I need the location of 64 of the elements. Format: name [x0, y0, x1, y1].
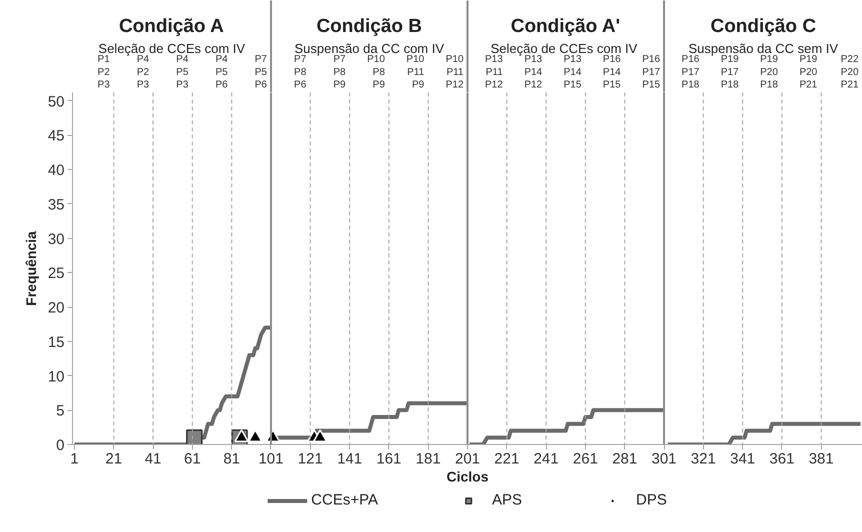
text: Suspensão da CC sem IV	[688, 41, 838, 56]
y-tick-label: 35	[48, 196, 65, 214]
text: P10 P11 P9	[406, 54, 425, 90]
y-tick-label: 40	[48, 162, 65, 179]
y-axis-title: Frequência	[22, 230, 39, 306]
legend-label: DPS	[636, 492, 667, 508]
text: P19 P17 P18	[720, 54, 740, 90]
legend-label: APS	[492, 492, 522, 508]
text: P16 P17 P18	[682, 54, 700, 90]
text: Seleção de CCEs com IV	[98, 41, 246, 56]
text: P4 P5 P3	[176, 54, 189, 90]
text: Seleção de CCEs com IV	[490, 41, 638, 56]
y-tick-label: 50	[48, 93, 65, 110]
x-tick-label: 281	[612, 450, 638, 468]
text: P13 P14 P12	[524, 54, 543, 90]
y-tick-label: 25	[48, 265, 65, 282]
text: Condição C	[710, 16, 816, 37]
text: P7 P8 P9	[333, 54, 346, 90]
y-tick-label: 20	[48, 300, 65, 316]
x-tick-label: 21	[105, 450, 122, 468]
x-tick-label: 161	[376, 450, 402, 468]
x-tick-label: 381	[808, 450, 834, 468]
y-tick-label: 15	[48, 334, 65, 351]
x-tick-label: 201	[454, 450, 480, 468]
x-tick-label: 61	[184, 450, 201, 468]
text: P13 P14 P15	[564, 54, 582, 90]
text: P22 P20 P21	[840, 54, 859, 90]
legend-label: CCEs+PA	[311, 492, 378, 508]
text: P16 P14 P15	[602, 54, 622, 90]
x-tick-label: 261	[572, 450, 598, 468]
x-tick-label: 41	[144, 450, 162, 468]
y-tick-label: 30	[48, 230, 65, 248]
x-tick-label: 121	[298, 450, 323, 468]
text: P4 P2 P3	[136, 54, 150, 90]
text: P10 P8 P9	[367, 54, 386, 90]
x-tick-label: 181	[416, 450, 441, 468]
text: P13 P11 P12	[485, 54, 504, 90]
x-tick-label: 81	[223, 450, 240, 468]
text: P4 P5 P6	[215, 54, 228, 90]
x-tick-label: 101	[258, 450, 284, 468]
y-tick-label: 10	[48, 368, 65, 386]
text: P19 P20 P21	[799, 54, 818, 90]
text: Suspensão da CC com IV	[294, 41, 444, 56]
text: P16 P17 P15	[642, 54, 660, 90]
x-tick-label: 361	[769, 450, 794, 468]
x-axis-title: Ciclos	[446, 468, 489, 484]
x-tick-label: 241	[534, 450, 559, 468]
x-tick-label: 321	[690, 450, 716, 468]
x-tick-label: 221	[494, 450, 520, 468]
text: Condição A	[118, 16, 224, 37]
x-tick-label: 1	[70, 450, 79, 468]
text: P1 P2 P3	[98, 54, 110, 90]
text: P10 P11 P12	[446, 54, 464, 90]
x-tick-label: 141	[337, 450, 362, 468]
text: P19 P20 P18	[760, 54, 778, 90]
text: P7 P8 P6	[294, 54, 307, 90]
y-tick-label: 45	[48, 128, 65, 145]
x-tick-label: 301	[652, 450, 677, 468]
y-tick-label: 0	[56, 437, 64, 454]
text: P7 P5 P6	[254, 54, 268, 90]
text: Condição A'	[510, 16, 620, 37]
y-tick-label: 5	[56, 402, 64, 420]
x-tick-label: 341	[730, 450, 756, 468]
text: Condição B	[316, 16, 422, 37]
